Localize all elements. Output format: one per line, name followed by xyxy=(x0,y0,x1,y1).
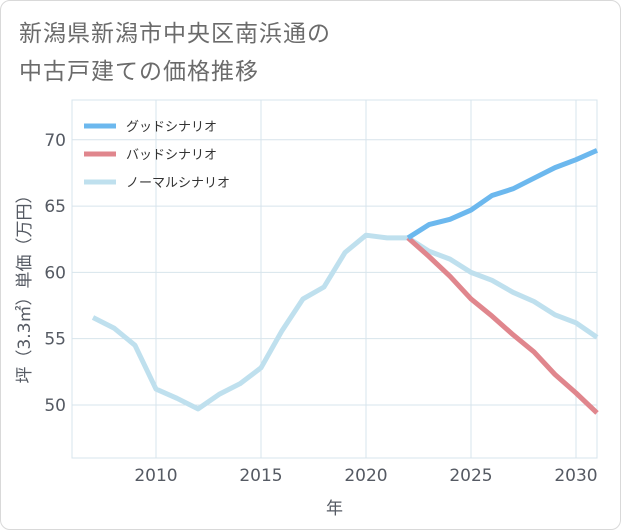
legend-label-normal: ノーマルシナリオ xyxy=(126,176,230,191)
y-tick-label: 60 xyxy=(44,263,66,283)
x-axis-title: 年 xyxy=(326,499,343,519)
y-tick-label: 70 xyxy=(44,131,66,151)
y-axis-title: 坪（3.3㎡）単価（万円） xyxy=(15,186,35,383)
y-tick-label: 50 xyxy=(44,396,66,416)
series-lines xyxy=(91,148,599,415)
series-line-bad xyxy=(406,236,599,415)
x-tick-label: 2030 xyxy=(554,466,597,486)
chart-title: 新潟県新潟市中央区南浜通の 中古戸建ての価格推移 xyxy=(19,15,331,91)
x-tick-label: 2025 xyxy=(449,466,492,486)
x-tick-label: 2020 xyxy=(344,466,387,486)
y-tick-label: 55 xyxy=(44,330,66,350)
plot-border xyxy=(71,99,598,459)
title-line-1: 新潟県新潟市中央区南浜通の xyxy=(19,21,331,47)
y-tick-label: 65 xyxy=(44,197,66,217)
axes: 50 55 60 65 70 2010 2015 2020 2025 2030 xyxy=(44,131,597,486)
x-tick-label: 2010 xyxy=(134,466,177,486)
legend-label-bad: バッドシナリオ xyxy=(126,148,217,163)
series-line-normal xyxy=(91,232,599,412)
legend-label-good: グッドシナリオ xyxy=(126,120,217,135)
grid-lines xyxy=(71,99,598,459)
x-tick-label: 2015 xyxy=(239,466,282,486)
series-line-good xyxy=(406,148,599,241)
title-line-2: 中古戸建ての価格推移 xyxy=(19,59,259,85)
